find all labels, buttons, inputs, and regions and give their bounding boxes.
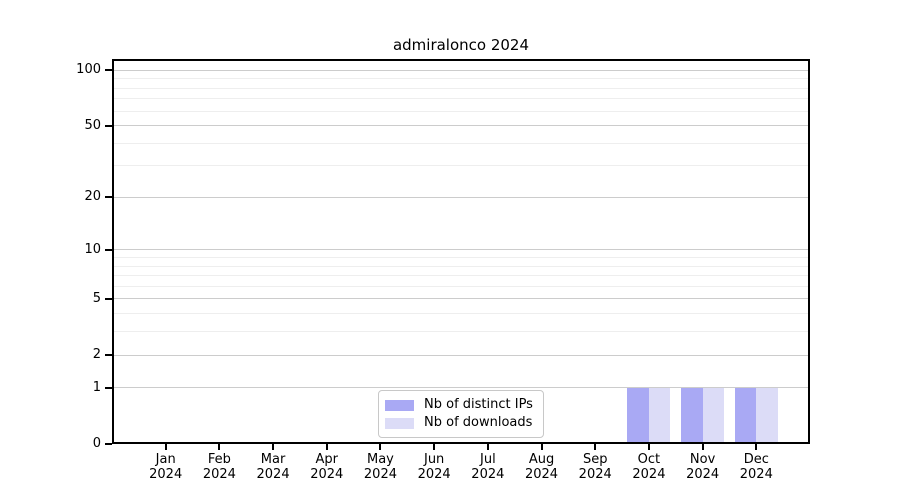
gridline-major-20	[114, 196, 808, 198]
x-tick-year-mar: 2024	[256, 467, 290, 482]
gridline-minor-30	[114, 165, 808, 167]
gridline-minor-7	[114, 275, 808, 277]
x-tick-label-sep: Sep 2024	[563, 452, 627, 482]
gridline-major-2	[114, 354, 808, 356]
gridline-major-1	[114, 387, 808, 389]
x-tick-month-jun: Jun	[423, 452, 445, 467]
bar-downloads-oct	[648, 387, 671, 443]
bar-distinct-ips-dec	[734, 387, 757, 443]
bar-downloads-dec	[756, 387, 778, 443]
y-tick-50	[105, 124, 112, 127]
gridline-minor-90	[114, 78, 808, 80]
x-tick-aug	[540, 444, 543, 450]
legend-item-distinct-ips: Nb of distinct IPs	[385, 397, 534, 413]
x-tick-apr	[325, 444, 328, 450]
x-tick-year-dec: 2024	[739, 467, 773, 482]
gridline-minor-6	[114, 285, 808, 287]
gridline-minor-80	[114, 87, 808, 89]
y-tick-label-2: 2	[92, 347, 101, 363]
y-tick-label-5: 5	[92, 290, 101, 306]
chart-title: admiralonco 2024	[392, 36, 530, 54]
x-tick-month-sep: Sep	[582, 452, 608, 467]
y-tick-label-50: 50	[84, 117, 101, 133]
gridline-minor-9	[114, 257, 808, 259]
x-tick-label-jul: Jul 2024	[456, 452, 520, 482]
x-tick-oct	[647, 444, 650, 450]
x-tick-label-nov: Nov 2024	[671, 452, 735, 482]
x-tick-month-oct: Oct	[637, 452, 661, 467]
x-tick-year-apr: 2024	[310, 467, 344, 482]
x-tick-year-sep: 2024	[578, 467, 612, 482]
gridline-major-5	[114, 298, 808, 300]
x-tick-feb	[218, 444, 221, 450]
y-tick-label-10: 10	[84, 241, 101, 257]
x-tick-mar	[272, 444, 275, 450]
y-tick-5	[105, 297, 112, 300]
x-tick-label-mar: Mar 2024	[241, 452, 305, 482]
bar-downloads-nov	[702, 387, 725, 443]
x-tick-year-aug: 2024	[524, 467, 559, 482]
y-tick-label-100: 100	[76, 62, 101, 78]
gridline-minor-8	[114, 265, 808, 267]
gridline-major-100	[114, 69, 808, 71]
bar-distinct-ips-nov	[681, 387, 703, 443]
x-tick-year-feb: 2024	[202, 467, 236, 482]
x-tick-year-jul: 2024	[471, 467, 505, 482]
x-tick-month-mar: Mar	[260, 452, 286, 467]
x-tick-jul	[486, 444, 489, 450]
gridline-minor-3	[114, 331, 808, 333]
x-tick-year-may: 2024	[363, 467, 397, 482]
y-tick-label-20: 20	[84, 189, 101, 205]
x-tick-nov	[701, 444, 704, 450]
x-tick-month-may: May	[367, 452, 394, 467]
gridline-minor-70	[114, 98, 808, 100]
x-tick-month-jul: Jul	[480, 452, 496, 467]
x-tick-month-feb: Feb	[207, 452, 231, 467]
y-tick-10	[105, 248, 112, 251]
x-tick-month-nov: Nov	[689, 452, 716, 467]
x-tick-month-jan: Jan	[155, 452, 176, 467]
x-tick-label-apr: Apr 2024	[295, 452, 359, 482]
gridline-minor-40	[114, 142, 808, 144]
gridline-major-50	[114, 125, 808, 127]
x-tick-sep	[594, 444, 597, 450]
x-tick-month-aug: Aug	[528, 452, 555, 467]
x-tick-label-feb: Feb 2024	[187, 452, 251, 482]
bar-distinct-ips-oct	[627, 387, 649, 443]
x-tick-year-jan: 2024	[149, 467, 183, 482]
x-tick-label-aug: Aug 2024	[510, 452, 574, 482]
x-tick-may	[379, 444, 382, 450]
x-tick-dec	[755, 444, 758, 450]
y-tick-0	[105, 443, 112, 445]
x-tick-month-apr: Apr	[315, 452, 339, 467]
plot-frame	[112, 59, 810, 444]
legend-label-distinct-ips: Nb of distinct IPs	[424, 397, 533, 412]
y-tick-20	[105, 196, 112, 199]
y-tick-2	[105, 354, 112, 357]
x-tick-jan	[164, 444, 167, 450]
legend-item-downloads: Nb of downloads	[385, 415, 534, 431]
legend-swatch-downloads	[385, 417, 414, 429]
legend-label-downloads: Nb of downloads	[424, 415, 533, 430]
x-tick-label-jun: Jun 2024	[402, 452, 466, 482]
x-tick-jun	[433, 444, 436, 450]
gridline-minor-60	[114, 110, 808, 112]
y-tick-100	[105, 69, 112, 72]
x-tick-label-may: May 2024	[348, 452, 412, 482]
gridline-minor-4	[114, 313, 808, 315]
y-tick-1	[105, 386, 112, 389]
y-tick-label-0: 0	[92, 436, 101, 451]
y-tick-label-1: 1	[92, 379, 101, 395]
x-tick-month-dec: Dec	[743, 452, 769, 467]
gridline-major-10	[114, 249, 808, 251]
legend-swatch-distinct-ips	[385, 399, 414, 411]
x-tick-year-nov: 2024	[686, 467, 720, 482]
x-tick-year-jun: 2024	[417, 467, 451, 482]
x-tick-label-jan: Jan 2024	[134, 452, 198, 482]
legend: Nb of distinct IPs Nb of downloads	[378, 390, 544, 438]
x-tick-label-oct: Oct 2024	[617, 452, 681, 482]
x-tick-year-oct: 2024	[632, 467, 666, 482]
x-tick-label-dec: Dec 2024	[724, 452, 788, 482]
